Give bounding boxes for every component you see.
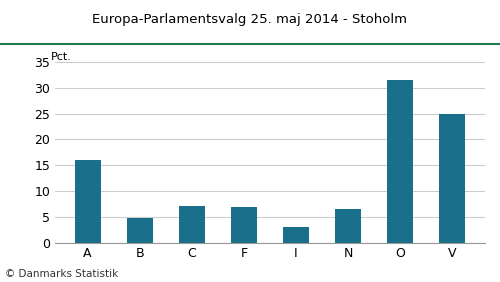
Bar <box>335 209 361 243</box>
Text: Europa-Parlamentsvalg 25. maj 2014 - Stoholm: Europa-Parlamentsvalg 25. maj 2014 - Sto… <box>92 13 407 26</box>
Bar <box>388 80 413 243</box>
Bar <box>231 207 257 243</box>
Text: © Danmarks Statistik: © Danmarks Statistik <box>5 269 118 279</box>
Bar <box>126 218 152 243</box>
Text: Pct.: Pct. <box>51 52 72 62</box>
Bar <box>179 206 205 243</box>
Bar <box>440 114 466 243</box>
Bar <box>74 160 101 243</box>
Bar <box>283 226 309 243</box>
